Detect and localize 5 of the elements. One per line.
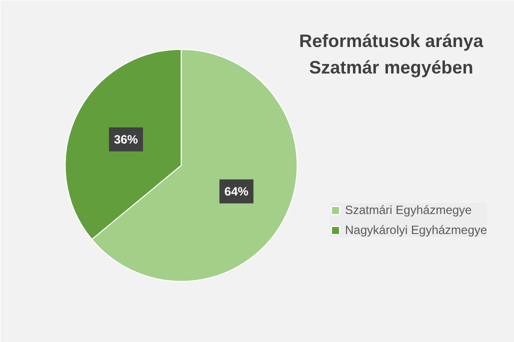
data-label: 36% <box>114 132 138 146</box>
legend-label: Nagykárolyi Egyházmegye <box>345 223 488 237</box>
legend-label: Szatmári Egyházmegye <box>345 203 472 217</box>
data-label: 64% <box>224 184 249 198</box>
chart-title: Reformátusok aránya Szatmár megyében <box>299 30 484 78</box>
